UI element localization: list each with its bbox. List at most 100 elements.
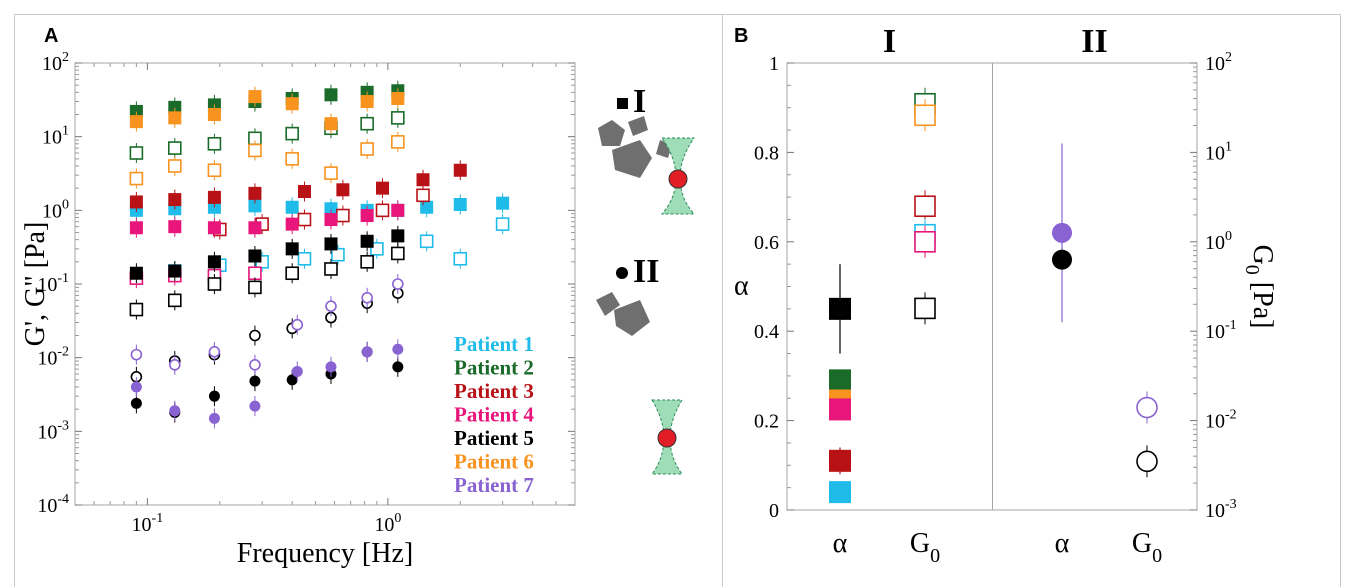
- patient-7-gdouble-point: [208, 346, 221, 358]
- patient-2-gdouble-point: [285, 126, 299, 141]
- patient-6-gdouble-point: [207, 163, 222, 178]
- patient-6-gdouble-point: [391, 135, 405, 149]
- patient-3-gdouble-point: [336, 208, 350, 223]
- patient-5-gdouble-point: [129, 302, 144, 317]
- left-tick-label: 1: [769, 53, 779, 75]
- patient-1-gdouble-point: [495, 217, 510, 231]
- schematic-ii-label: II: [633, 253, 659, 290]
- patient-3-gprime-point: [453, 163, 467, 177]
- legend-entry: Patient 6: [454, 450, 534, 474]
- patient-1-gdouble-point: [453, 251, 468, 266]
- patient-2-gdouble-point: [129, 146, 144, 160]
- y-tick-label: 100: [42, 197, 69, 222]
- patient-5-gprime-point: [207, 255, 221, 269]
- x-tick-label: 100: [374, 511, 401, 536]
- tissue-fragment-shape: [614, 300, 650, 336]
- patient-6-gprime-point: [207, 107, 221, 121]
- patient-5-g0-point: [1136, 450, 1158, 473]
- patient-5-gdouble-point: [360, 255, 374, 269]
- patient-6-gprime-point: [248, 90, 262, 104]
- patient-3-alpha-point: [829, 449, 851, 472]
- y-tick-label: 102: [42, 50, 69, 75]
- patient-3-gprime-point: [336, 183, 350, 197]
- frame-top-border: [14, 14, 1341, 15]
- frame-right-border: [1340, 14, 1341, 587]
- patient-2-gdouble-point: [391, 111, 405, 125]
- frame-left-border: [14, 14, 15, 587]
- patient-7-gdouble-point: [168, 359, 181, 371]
- patient-6-gprime-point: [391, 91, 405, 105]
- trapped-bead-shape: [668, 169, 688, 189]
- patient-6-gdouble-point: [167, 159, 182, 173]
- legend-entry: Patient 3: [454, 379, 534, 403]
- patient-3-gprime-point: [207, 190, 221, 204]
- right-tick-label: 10-2: [1205, 408, 1237, 433]
- patient-5-gprime-point: [360, 234, 374, 248]
- patient-5-gdouble-point: [285, 266, 299, 281]
- panel-divider: [722, 14, 723, 587]
- group-title-ii: II: [1081, 23, 1107, 60]
- category-label: G0: [910, 528, 940, 567]
- patient-5-alpha-point: [1052, 249, 1072, 270]
- patient-3-gdouble-point: [297, 212, 312, 227]
- patient-2-alpha-point: [829, 369, 851, 392]
- patient-7-gdouble-point: [130, 348, 143, 361]
- patient-6-gdouble-point: [129, 171, 144, 186]
- patient-1-gdouble-point: [370, 242, 384, 256]
- patient-1-gprime-point: [496, 196, 510, 210]
- patient-5-bead-gprime-point: [286, 374, 298, 386]
- x-tick-label: 10-1: [132, 511, 164, 536]
- patient-1-gprime-point: [420, 200, 434, 214]
- patient-3-gprime-point: [248, 186, 262, 200]
- patient-6-gprime-point: [360, 95, 374, 109]
- patient-6-gdouble-point: [248, 143, 262, 158]
- tissue-fragment-shape: [612, 140, 652, 178]
- patient-5-bead-gprime-point: [392, 361, 404, 373]
- legend-entry: Patient 1: [454, 332, 534, 356]
- patient-6-gdouble-point: [360, 142, 374, 156]
- panel-label-b: B: [734, 25, 748, 47]
- patient-7-gprime-point: [249, 400, 261, 412]
- patient-7-gprime-point: [291, 365, 303, 377]
- patient-3-gprime-point: [129, 195, 143, 209]
- right-tick-label: 101: [1205, 139, 1232, 164]
- patient-6-gdouble-point: [285, 152, 299, 166]
- patient-6-g0-point: [914, 104, 936, 127]
- patient-5-gprime-point: [285, 242, 299, 256]
- patient-5-gdouble-point: [391, 246, 405, 261]
- patient-4-gprime-point: [248, 221, 262, 235]
- tissue-fragment-shape: [598, 120, 625, 146]
- patient-4-gprime-point: [129, 221, 143, 235]
- legend-entry: Patient 2: [454, 356, 534, 380]
- right-tick-label: 10-1: [1205, 318, 1237, 343]
- patient-1-gprime-point: [248, 199, 262, 213]
- left-tick-label: 0: [769, 500, 779, 522]
- patient-6-gprime-point: [324, 117, 338, 131]
- patient-1-gprime-point: [324, 202, 338, 216]
- patient-7-gprime-point: [361, 346, 373, 358]
- category-label: α: [833, 528, 848, 559]
- right-tick-label: 10-3: [1205, 497, 1237, 522]
- left-tick-label: 0.2: [754, 411, 779, 433]
- patient-7-gdouble-point: [249, 359, 261, 371]
- patient-7-gprime-point: [169, 405, 181, 417]
- patient-4-gprime-point: [391, 203, 405, 217]
- patient-5-alpha-point: [829, 297, 851, 320]
- patient-7-gprime-point: [325, 361, 337, 373]
- patient-1-gprime-point: [453, 198, 467, 212]
- patient-4-gprime-point: [168, 220, 182, 234]
- x-axis-title: Frequency [Hz]: [237, 538, 413, 569]
- patient-7-gprime-point: [208, 412, 220, 424]
- patient-2-gprime-point: [168, 100, 182, 114]
- patient-4-gprime-point: [285, 217, 299, 231]
- patient-5-bead-gdouble-point: [249, 329, 261, 342]
- right-axis-title: G0 [Pa]: [1241, 245, 1278, 329]
- y-tick-label: 10-1: [37, 271, 69, 296]
- patient-2-gdouble-point: [360, 116, 374, 131]
- patient-5-bead-gprime-point: [130, 397, 142, 409]
- trapped-bead-shape: [657, 428, 677, 448]
- y-tick-label: 101: [42, 124, 69, 149]
- chart-b: B 0 0.2 0.4 0.6 0.8 1 10-3 10-2 10-1 100 101 102 α G0 …: [734, 23, 1278, 567]
- patient-1-alpha-point: [829, 481, 851, 504]
